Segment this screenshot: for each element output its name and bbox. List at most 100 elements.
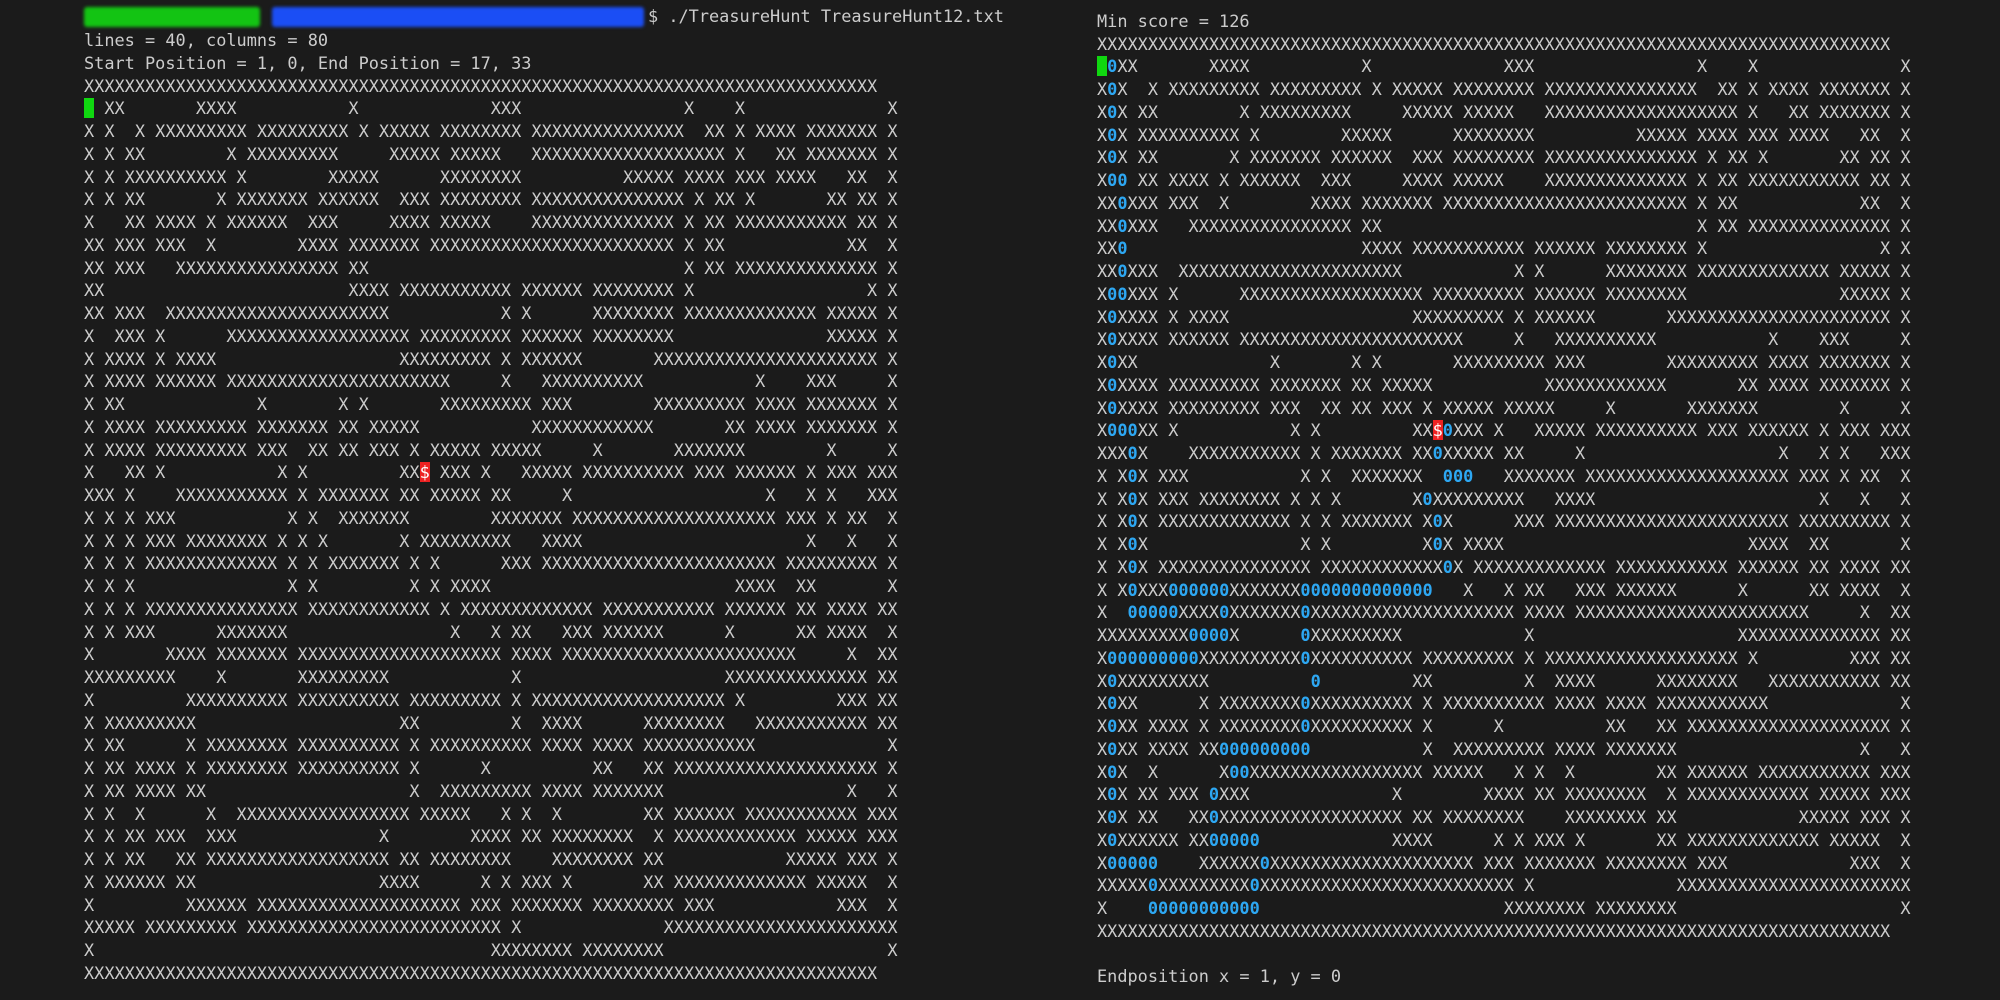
- path-cell: 0: [1188, 625, 1199, 645]
- path-cell: 0: [1107, 101, 1118, 122]
- path-cell: 0: [1127, 511, 1138, 532]
- path-cell: 0: [1127, 852, 1138, 873]
- path-cell: 0: [1178, 647, 1189, 668]
- path-cell: 0: [1168, 579, 1179, 600]
- path-cell: 0: [1107, 147, 1118, 168]
- path-cell: 0: [1300, 579, 1311, 600]
- path-cell: 0: [1147, 602, 1159, 623]
- path-cell: 0: [1117, 261, 1128, 281]
- path-cell: 0: [1219, 579, 1230, 600]
- path-cell: 0: [1107, 716, 1118, 736]
- path-cell: 0: [1107, 829, 1118, 850]
- path-cell: 0: [1137, 852, 1148, 873]
- path-cell: 0: [1208, 898, 1220, 918]
- path-cell: 0: [1300, 738, 1311, 759]
- path-cell: 0: [1168, 647, 1179, 668]
- path-cell: 0: [1239, 898, 1250, 918]
- path-cell: 0: [1127, 420, 1138, 441]
- path-cell: 0: [1127, 488, 1138, 509]
- path-cell: 0: [1188, 647, 1199, 668]
- path-cell: 0: [1330, 579, 1342, 600]
- path-cell: 0: [1117, 215, 1128, 236]
- end-position-label: Endposition x = 1, y = 0: [1097, 966, 1342, 986]
- path-cell: 0: [1107, 807, 1118, 827]
- path-cell: 0: [1208, 807, 1220, 827]
- prompt-line: $ ./TreasureHunt TreasureHunt12.txt: [84, 5, 1004, 28]
- path-cell: 0: [1107, 784, 1118, 805]
- path-cell: 0: [1259, 852, 1270, 873]
- maze-initial: XXXXXXXXXXXXXXXXXXXXXXXXXXXXXXXXXXXXXXXX…: [84, 75, 898, 983]
- maze-info-block: lines = 40, columns = 80 Start Position …: [84, 29, 531, 75]
- path-cell: 0: [1107, 79, 1118, 99]
- min-score-label: Min score = 126: [1097, 10, 1250, 31]
- path-cell: 0: [1168, 898, 1179, 918]
- start-marker: [1097, 56, 1108, 77]
- path-cell: 0: [1117, 192, 1128, 213]
- path-cell: 0: [1107, 306, 1118, 327]
- path-cell: 0: [1137, 647, 1148, 668]
- path-cell: 0: [1422, 579, 1433, 600]
- treasure-marker: $: [419, 462, 430, 483]
- path-cell: 0: [1412, 579, 1423, 600]
- path-cell: 0: [1127, 579, 1138, 600]
- path-cell: 0: [1198, 579, 1209, 600]
- path-cell: 0: [1107, 397, 1118, 418]
- path-cell: 0: [1147, 875, 1159, 896]
- path-cell: 0: [1442, 556, 1453, 577]
- path-cell: 0: [1229, 738, 1240, 759]
- path-cell: 0: [1198, 625, 1209, 645]
- path-cell: 0: [1249, 898, 1260, 918]
- path-cell: 0: [1107, 852, 1118, 873]
- path-cell: 0: [1107, 693, 1118, 714]
- path-cell: 0: [1219, 625, 1230, 645]
- path-cell: 0: [1158, 898, 1169, 918]
- path-cell: 0: [1107, 374, 1118, 395]
- redacted-path-blob: [272, 6, 644, 27]
- path-cell: 0: [1371, 579, 1382, 600]
- path-cell: 0: [1249, 738, 1260, 759]
- path-cell: 0: [1361, 579, 1372, 600]
- path-cell: 0: [1188, 579, 1199, 600]
- path-cell: 0: [1208, 829, 1220, 850]
- lines-columns-label: lines = 40, columns = 80: [84, 30, 329, 50]
- path-cell: 0: [1127, 534, 1138, 554]
- path-cell: 0: [1341, 579, 1352, 600]
- path-cell: 0: [1208, 784, 1220, 805]
- path-cell: 0: [1208, 625, 1220, 645]
- path-cell: 0: [1229, 898, 1240, 918]
- start-end-position-label: Start Position = 1, 0, End Position = 17…: [84, 52, 532, 73]
- path-cell: 0: [1168, 602, 1179, 623]
- path-cell: 0: [1158, 602, 1169, 623]
- path-cell: 0: [1239, 761, 1250, 782]
- path-cell: 0: [1158, 647, 1169, 668]
- command-text: $ ./TreasureHunt TreasureHunt12.txt: [648, 6, 1004, 27]
- path-cell: 0: [1117, 283, 1128, 304]
- path-cell: 0: [1147, 898, 1159, 918]
- path-cell: 0: [1219, 829, 1230, 850]
- path-cell: 0: [1117, 852, 1128, 873]
- path-cell: 0: [1432, 534, 1443, 554]
- path-cell: 0: [1249, 829, 1260, 850]
- path-cell: 0: [1300, 647, 1311, 668]
- path-cell: 0: [1239, 829, 1250, 850]
- path-cell: 0: [1442, 420, 1453, 441]
- path-cell: 0: [1310, 579, 1321, 600]
- path-cell: 0: [1117, 170, 1128, 190]
- path-cell: 0: [1280, 738, 1291, 759]
- path-cell: 0: [1107, 420, 1118, 441]
- path-cell: 0: [1127, 647, 1138, 668]
- path-cell: 0: [1300, 693, 1311, 714]
- path-cell: 0: [1127, 465, 1138, 486]
- path-cell: 0: [1107, 352, 1118, 372]
- path-cell: 0: [1107, 170, 1118, 190]
- path-cell: 0: [1127, 443, 1138, 463]
- path-cell: 0: [1147, 852, 1159, 873]
- path-cell: 0: [1117, 420, 1128, 441]
- path-cell: 0: [1219, 898, 1230, 918]
- path-cell: 0: [1107, 670, 1118, 691]
- path-cell: 0: [1107, 738, 1118, 759]
- path-cell: 0: [1188, 898, 1199, 918]
- path-cell: 0: [1127, 602, 1138, 623]
- path-cell: 0: [1432, 443, 1443, 463]
